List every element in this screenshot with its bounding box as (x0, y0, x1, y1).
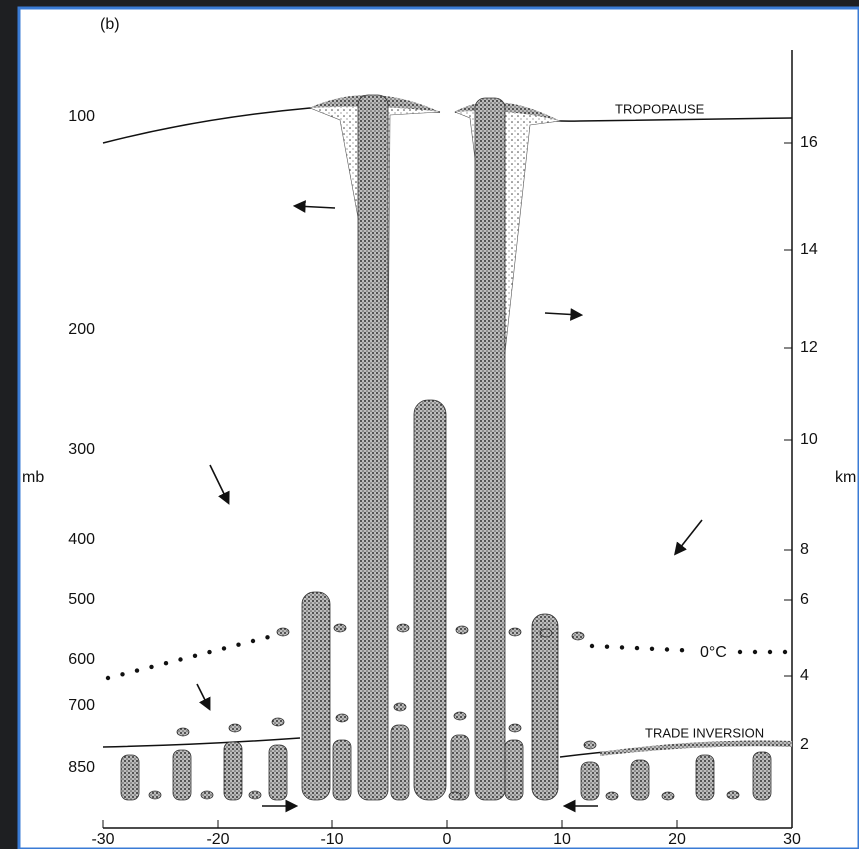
dot (590, 644, 594, 648)
dot (178, 657, 182, 661)
puff (454, 712, 466, 720)
cumulus (696, 755, 714, 800)
dot (605, 645, 609, 649)
dot (149, 665, 153, 669)
cumulus (333, 740, 351, 800)
right-tick-label: 16 (800, 134, 818, 151)
cumulus (451, 735, 469, 800)
puff (229, 724, 241, 732)
cumulus (581, 762, 599, 800)
cumulus (753, 752, 771, 800)
tower (532, 614, 558, 800)
diagram: (b) 100200300400500600700850mb1614121086… (0, 0, 859, 849)
dot (680, 648, 684, 652)
right-tick-label: 2 (800, 736, 809, 753)
puff (277, 628, 289, 636)
puff (397, 624, 409, 632)
cumulus (505, 740, 523, 800)
dot (265, 635, 269, 639)
puff (394, 703, 406, 711)
cumulus (173, 750, 191, 800)
x-tick-label: 20 (668, 831, 686, 848)
puff (177, 728, 189, 736)
hot-tower (475, 98, 505, 800)
dot (753, 650, 757, 654)
dot (193, 654, 197, 658)
dot (620, 645, 624, 649)
puff (509, 724, 521, 732)
right-tick-label: 6 (800, 591, 809, 608)
puff (584, 741, 596, 749)
right-axis-title: km (835, 469, 856, 486)
puff (540, 629, 552, 637)
dot (768, 650, 772, 654)
puff (727, 791, 739, 799)
dot (164, 661, 168, 665)
x-tick-label: -20 (206, 831, 229, 848)
right-tick-label: 10 (800, 431, 818, 448)
dot (236, 643, 240, 647)
freezing-label: 0°C (700, 644, 727, 661)
hot-tower (358, 95, 388, 800)
tower (414, 400, 446, 800)
tropopause-label: TROPOPAUSE (615, 101, 705, 116)
dot (135, 668, 139, 672)
left-axis-title: mb (22, 469, 44, 486)
puff (334, 624, 346, 632)
x-tick-label: 30 (783, 831, 801, 848)
left-tick-label: 850 (68, 759, 95, 776)
left-tick-label: 700 (68, 697, 95, 714)
cumulus (269, 745, 287, 800)
puff (149, 791, 161, 799)
x-tick-label: 10 (553, 831, 571, 848)
puff (572, 632, 584, 640)
x-tick-label: 0 (443, 831, 452, 848)
cumulus (224, 742, 242, 800)
puff (201, 791, 213, 799)
dot (635, 646, 639, 650)
cumulus (121, 755, 139, 800)
dot (665, 647, 669, 651)
x-tick-label: -10 (320, 831, 343, 848)
right-tick-label: 8 (800, 541, 809, 558)
left-tick-label: 100 (68, 108, 95, 125)
dot (207, 650, 211, 654)
right-tick-label: 12 (800, 339, 818, 356)
dot (120, 672, 124, 676)
puff (606, 792, 618, 800)
panel-label: (b) (100, 16, 120, 33)
left-tick-label: 400 (68, 531, 95, 548)
inversion-label: TRADE INVERSION (645, 725, 764, 740)
right-tick-label: 4 (800, 667, 809, 684)
dot (783, 650, 787, 654)
puff (449, 792, 461, 800)
puff (662, 792, 674, 800)
cumulus (391, 725, 409, 800)
dot (222, 646, 226, 650)
left-tick-label: 600 (68, 651, 95, 668)
page: {"panel_label": "(b)", "left_axis": {"ti… (0, 0, 859, 849)
right-tick-label: 14 (800, 241, 818, 258)
puff (509, 628, 521, 636)
left-tick-label: 500 (68, 591, 95, 608)
cumulus (631, 760, 649, 800)
x-tick-label: -30 (91, 831, 114, 848)
puff (249, 791, 261, 799)
tower (302, 592, 330, 800)
puff (456, 626, 468, 634)
dot (650, 647, 654, 651)
dot (738, 650, 742, 654)
dot (106, 676, 110, 680)
dot (251, 639, 255, 643)
left-tick-label: 200 (68, 321, 95, 338)
puff (272, 718, 284, 726)
left-tick-label: 300 (68, 441, 95, 458)
puff (336, 714, 348, 722)
